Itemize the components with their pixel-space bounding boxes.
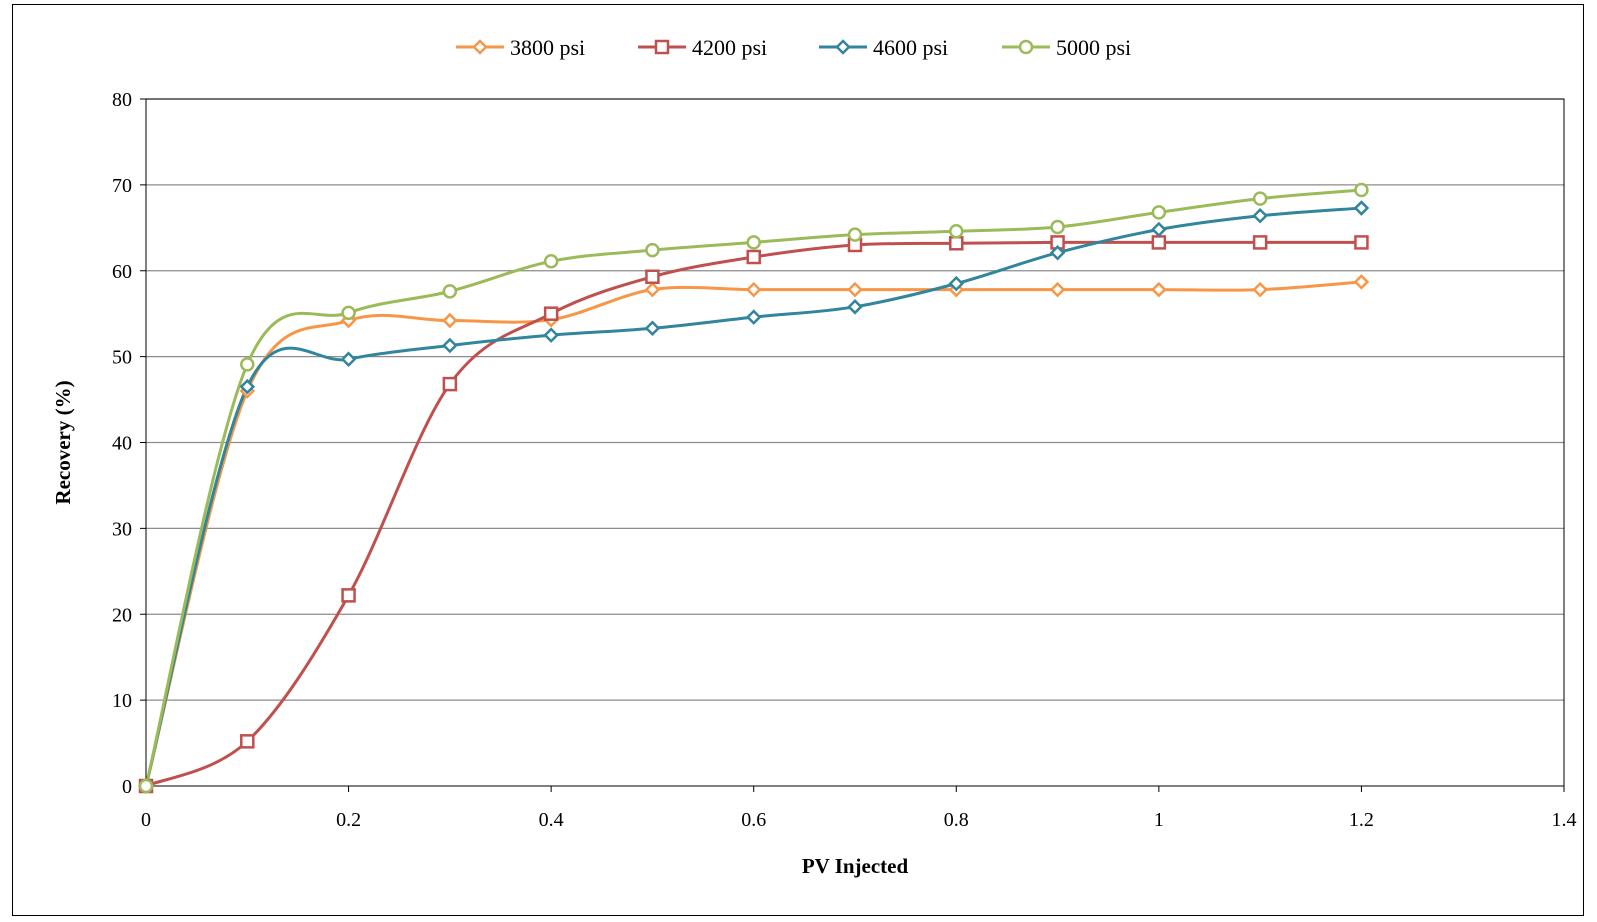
data-point <box>847 299 863 315</box>
chart-frame <box>12 4 1584 916</box>
legend-item: 3800 psi <box>456 35 585 60</box>
data-point <box>442 376 458 392</box>
data-point <box>1252 281 1268 298</box>
data-point <box>341 588 356 603</box>
tick-labels: 0 10 20 30 40 50 60 70 80 0 0.2 0.4 0.6 0.8 1 1.2 1.4 <box>112 89 1577 831</box>
data-point <box>746 249 761 265</box>
series-line-3800-psi <box>144 280 1362 787</box>
y-axis-title: Recovery (%) <box>51 380 75 504</box>
data-point <box>746 235 761 250</box>
data-point <box>1151 235 1167 250</box>
y-tick-label: 0 <box>122 776 132 798</box>
data-point <box>1252 191 1268 206</box>
data-point <box>543 306 559 321</box>
data-point <box>1151 221 1167 238</box>
series-line-4600-psi <box>144 206 1362 787</box>
data-point <box>745 309 762 325</box>
legend-label: 5000 psi <box>1056 35 1131 60</box>
legend-label: 4200 psi <box>692 35 767 60</box>
y-tick-label: 20 <box>112 604 132 626</box>
data-point <box>1354 182 1369 198</box>
legend-label: 4600 psi <box>873 35 948 60</box>
axes <box>140 98 1565 792</box>
grid-lines <box>146 98 1564 701</box>
x-tick-label: 0.2 <box>336 809 361 831</box>
legend-label: 3800 psi <box>510 35 585 60</box>
data-point <box>847 281 863 298</box>
data-point <box>645 269 660 285</box>
x-tick-label: 1.4 <box>1552 809 1577 831</box>
data-point <box>239 378 256 395</box>
data-point <box>745 281 762 298</box>
x-tick-label: 0 <box>141 809 151 831</box>
x-tick-label: 0.6 <box>741 809 766 831</box>
legend-item: 4600 psi <box>819 35 948 60</box>
series-lines <box>144 188 1362 788</box>
legend-swatch-marker <box>835 39 851 55</box>
legend-swatch-marker <box>472 39 488 55</box>
data-point <box>949 236 964 251</box>
data-point <box>543 254 559 269</box>
legend-swatch-marker <box>1018 39 1034 55</box>
y-tick-label: 70 <box>112 175 132 197</box>
data-point <box>1354 235 1369 250</box>
y-tick-label: 60 <box>112 261 132 283</box>
data-point <box>341 305 356 321</box>
data-point <box>138 778 154 794</box>
data-point <box>949 223 964 239</box>
data-point <box>1151 205 1167 220</box>
data-point <box>1049 281 1066 298</box>
x-tick-label: 0.4 <box>539 809 564 831</box>
data-point <box>644 281 661 298</box>
x-tick-label: 0.8 <box>944 809 969 831</box>
data-point <box>442 312 458 329</box>
data-point <box>340 351 357 367</box>
y-tick-label: 30 <box>112 518 132 540</box>
data-point <box>442 284 458 299</box>
data-point <box>1252 208 1268 224</box>
data-point <box>1151 281 1167 298</box>
y-tick-label: 40 <box>112 433 132 455</box>
legend-item: 5000 psi <box>1002 35 1131 60</box>
data-point <box>1353 200 1370 216</box>
data-point <box>442 337 458 354</box>
y-tick-label: 80 <box>112 89 132 111</box>
data-point <box>1049 244 1066 261</box>
plot-area-border <box>145 98 1565 787</box>
data-point <box>1252 235 1268 250</box>
legend-item: 4200 psi <box>638 35 767 60</box>
data-point <box>240 734 255 749</box>
y-tick-label: 10 <box>112 690 132 712</box>
data-point <box>644 320 661 337</box>
series-line-5000-psi <box>144 188 1362 787</box>
data-point <box>948 275 965 292</box>
x-axis-title: PV Injected <box>802 854 909 878</box>
legend-swatch-marker <box>654 39 670 55</box>
x-tick-label: 1.2 <box>1349 809 1374 831</box>
data-point <box>847 227 863 242</box>
y-tick-label: 50 <box>112 347 132 369</box>
data-point <box>543 327 559 343</box>
legend: 3800 psi 4200 psi 4600 psi 5000 psi <box>456 35 1131 60</box>
series-markers <box>138 182 1370 794</box>
x-tick-label: 1 <box>1154 809 1164 831</box>
data-point <box>1353 274 1370 290</box>
data-point <box>1050 219 1065 235</box>
data-point <box>240 357 255 372</box>
data-point <box>645 242 660 258</box>
